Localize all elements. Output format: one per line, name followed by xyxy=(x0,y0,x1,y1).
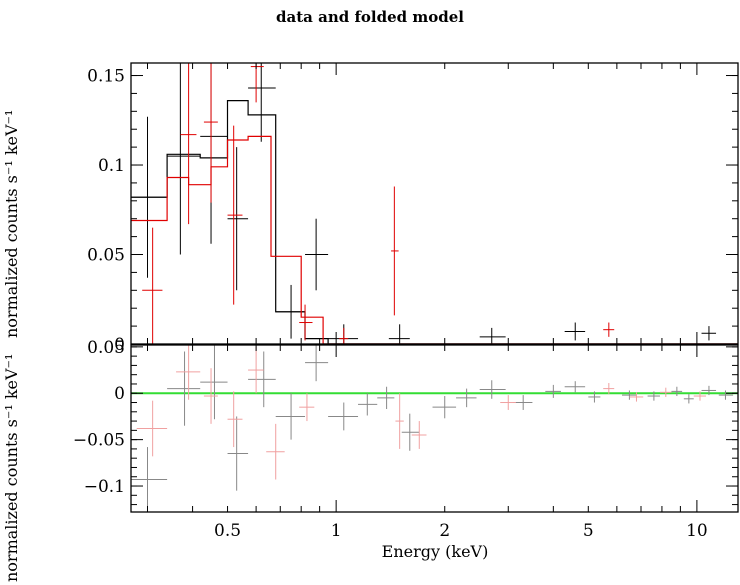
y-tick-label: 0 xyxy=(114,335,125,355)
x-tick-label: 2 xyxy=(439,521,450,541)
x-tick-label: 1 xyxy=(331,521,342,541)
model-step-series-0 xyxy=(131,100,738,344)
x-tick-label: 0.5 xyxy=(214,521,241,541)
y-tick-label: 0.15 xyxy=(87,67,125,87)
y-tick-label: −0.05 xyxy=(73,431,125,451)
y-tick-label: −0.1 xyxy=(84,477,125,497)
x-tick-label: 5 xyxy=(583,521,594,541)
panel-residuals-marks xyxy=(131,345,738,512)
x-tick-label: 10 xyxy=(686,521,708,541)
y-axis-label-bottom: normalized counts s⁻¹ keV⁻¹ xyxy=(2,353,21,582)
y-axis-label-top: normalized counts s⁻¹ keV⁻¹ xyxy=(2,109,21,338)
model-step-series-1 xyxy=(131,135,738,344)
y-tick-label: 0.05 xyxy=(87,246,125,266)
panel-frame-1 xyxy=(130,344,739,513)
y-tick-label: 0.05 xyxy=(87,338,125,358)
x-axis-label: Energy (keV) xyxy=(381,542,489,561)
panel-spectrum-marks xyxy=(131,63,738,344)
y-tick-label: 0.1 xyxy=(98,156,125,176)
y-tick-label: 0 xyxy=(114,384,125,404)
chart-title: data and folded model xyxy=(276,8,464,26)
panel-frame-0 xyxy=(130,62,739,345)
